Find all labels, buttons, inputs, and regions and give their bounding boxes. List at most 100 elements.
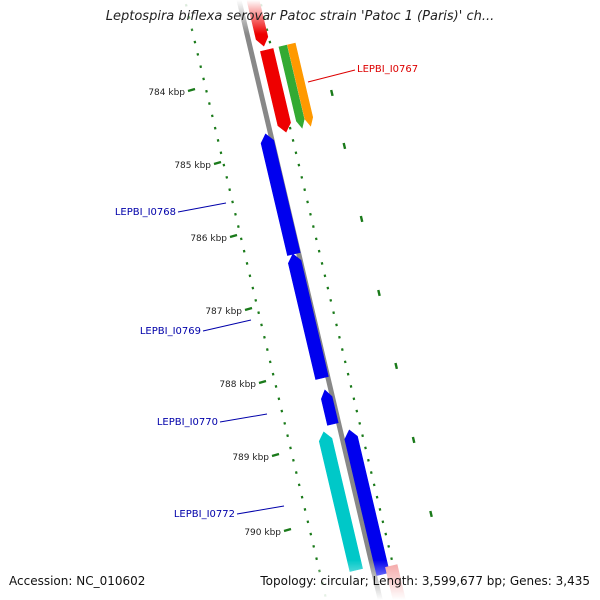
bottom-fade (0, 560, 600, 600)
tick-label: 784 kbp (148, 88, 185, 98)
summary-text: Topology: circular; Length: 3,599,677 bp… (260, 574, 590, 588)
map-title: Leptospira biflexa serovar Patoc strain … (105, 9, 495, 24)
tick-label: 787 kbp (205, 307, 242, 317)
orange-gene-arrow (287, 42, 314, 127)
inner-tick (205, 89, 208, 93)
gene-label: LEPBI_I0767 (357, 64, 418, 75)
inner-tick (216, 139, 220, 142)
inner-tick (228, 188, 232, 192)
inner-tick (315, 557, 318, 561)
inner-tick (260, 323, 263, 327)
top-fade (0, 0, 600, 34)
outer-major-tick (377, 289, 381, 297)
inner-tick (202, 77, 205, 81)
outer-tick (291, 139, 295, 142)
outer-tick (294, 151, 298, 155)
outer-tick (364, 446, 367, 450)
inner-tick (283, 421, 287, 425)
outer-tick (381, 520, 385, 524)
inner-tick (254, 298, 258, 302)
gene-label-leader (307, 69, 356, 83)
tick-mark (283, 527, 292, 533)
outer-tick (338, 335, 341, 339)
tick-mark (187, 87, 196, 93)
inner-tick (213, 126, 217, 130)
inner-tick (234, 212, 237, 216)
gene-label-leader (202, 319, 252, 332)
outer-tick (349, 385, 353, 388)
outer-tick (340, 348, 344, 351)
outer-tick (309, 212, 312, 216)
tick-mark (229, 233, 238, 239)
inner-tick (222, 163, 226, 167)
outer-tick (387, 544, 391, 548)
accession-text: Accession: NC_010602 (9, 574, 146, 588)
outer-major-tick (411, 436, 416, 444)
gene-label-leader (177, 202, 227, 213)
inner-tick (248, 274, 252, 278)
gene-features (246, 0, 406, 600)
inner-tick (297, 483, 301, 487)
red-gene-arrow (260, 48, 291, 133)
inner-tick (225, 175, 229, 179)
tick-mark (244, 306, 253, 312)
outer-tick (375, 495, 379, 499)
inner-tick (231, 200, 234, 204)
outer-tick (326, 286, 330, 290)
inner-tick (237, 225, 240, 228)
inner-tick (199, 65, 203, 69)
outer-tick (361, 434, 364, 438)
inner-tick (271, 372, 275, 376)
inner-tick (251, 286, 255, 290)
inner-tick (277, 397, 281, 401)
outer-tick (303, 188, 307, 192)
outer-tick (312, 225, 315, 228)
outer-tick (369, 471, 373, 474)
outer-tick (314, 237, 318, 241)
inner-tick (306, 520, 310, 524)
blue-gene-arrow (321, 389, 339, 426)
inner-tick (294, 471, 298, 474)
outer-tick (268, 40, 272, 44)
outer-tick (343, 360, 347, 364)
outer-tick (346, 372, 350, 376)
inner-tick (210, 114, 214, 118)
blue-gene-arrow (288, 253, 329, 380)
outer-tick (297, 163, 301, 167)
tick-label: 785 kbp (174, 161, 211, 171)
inner-tick (312, 544, 316, 548)
outer-tick (306, 200, 309, 204)
outer-tick (317, 249, 321, 253)
gene-labels: LEPBI_I0767 LEPBI_I0768 LEPBI_I0769 LEPBI_I… (115, 64, 418, 520)
outer-tick (323, 274, 327, 278)
inner-tick (303, 508, 307, 511)
outer-tick (320, 262, 324, 265)
outer-tick (378, 508, 382, 511)
inner-tick (286, 434, 289, 438)
blue-gene-arrow (260, 133, 301, 256)
inner-tick (242, 249, 246, 253)
outer-major-tick (394, 362, 399, 370)
gene-label-leader (219, 413, 268, 423)
inner-tick (208, 102, 211, 105)
inner-tick (196, 52, 200, 56)
gene-label: LEPBI_I0768 (115, 207, 176, 218)
inner-tick (289, 446, 292, 450)
gene-label-leader (236, 505, 285, 515)
inner-tick (263, 335, 266, 339)
outer-major-tick (342, 142, 347, 150)
tick-labels: 784 kbp 785 kbp 786 kbp 787 kbp 788 kbp 789 k… (148, 87, 292, 538)
tick-mark (258, 379, 267, 385)
tick-label: 786 kbp (190, 234, 227, 244)
outer-major-tick (330, 89, 334, 97)
outer-tick (384, 532, 388, 536)
gene-label: LEPBI_I0769 (140, 326, 201, 337)
inner-tick (300, 495, 304, 499)
inner-tick (193, 40, 197, 44)
inner-tick (219, 151, 223, 155)
outer-tick (288, 126, 292, 130)
inner-tick (245, 262, 249, 265)
tick-label: 790 kbp (244, 528, 281, 538)
